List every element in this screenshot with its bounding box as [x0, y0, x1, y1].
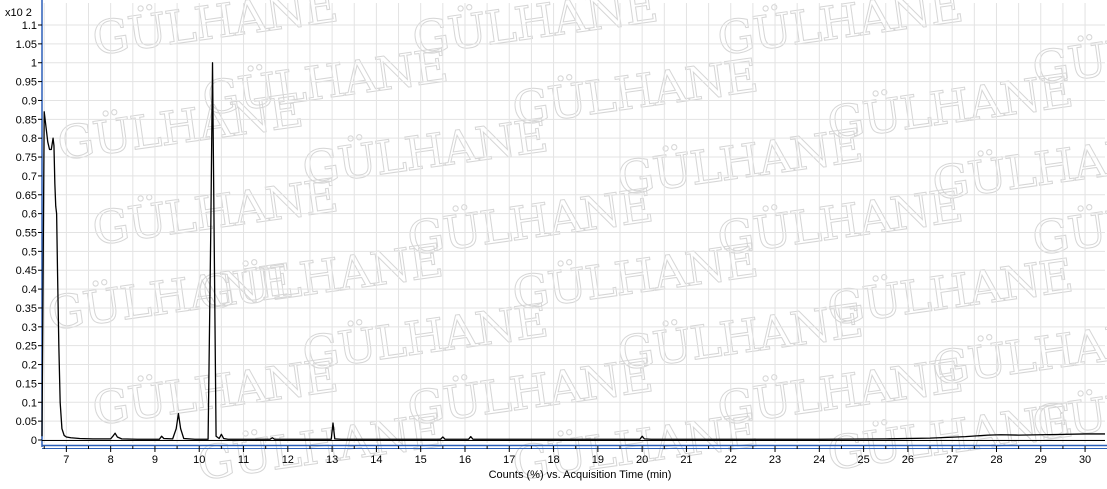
watermark-text: GÜLHANE — [1024, 0, 1107, 11]
x-tick-label: 22 — [725, 454, 737, 466]
series-layer — [41, 62, 1105, 440]
y-tick-label: 0.7 — [22, 171, 37, 183]
x-tick-label: 15 — [415, 454, 427, 466]
y-tick-label: 0.3 — [22, 322, 37, 334]
y-tick-label: 0.5 — [22, 246, 37, 258]
y-tick-label: 0.45 — [16, 265, 37, 277]
x-tick-label: 25 — [857, 454, 869, 466]
y-multiplier-label: x10 2 — [5, 7, 32, 19]
x-axis-title: Counts (%) vs. Acquisition Time (min) — [489, 469, 672, 481]
x-tick-label: 23 — [769, 454, 781, 466]
x-tick-label: 17 — [503, 454, 515, 466]
y-tick-label: 0.05 — [16, 416, 37, 428]
x-tick-label: 19 — [592, 454, 604, 466]
x-tick-label: 24 — [813, 454, 825, 466]
y-tick-label: 0.75 — [16, 152, 37, 164]
x-axis: 7 8 9 10 11 12 13 14 15 16 17 18 19 20 21 22 23 24 25 26 27 2… — [43, 446, 1091, 466]
x-tick-label: 13 — [326, 454, 338, 466]
y-tick-label: 1.1 — [22, 20, 37, 32]
y-tick-label: 0.9 — [22, 95, 37, 107]
x-tick-label: 16 — [459, 454, 471, 466]
series-line — [41, 62, 1105, 440]
y-tick-label: 0.2 — [22, 360, 37, 372]
y-tick-label: 0.8 — [22, 133, 37, 145]
x-tick-label: 28 — [990, 454, 1002, 466]
x-tick-label: 30 — [1079, 454, 1091, 466]
y-tick-label: 0.65 — [16, 190, 37, 202]
grid-layer — [42, 3, 1105, 443]
y-axis: 0 0.05 0.1 0.15 0.2 0.25 0.3 0.35 0.4 0.45 0.5 0.55… — [16, 20, 42, 447]
y-tick-label: 0.95 — [16, 77, 37, 89]
y-tick-label: 1 — [31, 58, 37, 70]
x-tick-label: 8 — [108, 454, 114, 466]
x-tick-label: 26 — [902, 454, 914, 466]
y-tick-label: 0.6 — [22, 209, 37, 221]
y-tick-label: 0.55 — [16, 228, 37, 240]
x-tick-label: 29 — [1035, 454, 1047, 466]
y-tick-label: 0.1 — [22, 397, 37, 409]
x-tick-label: 10 — [193, 454, 205, 466]
x-tick-label: 9 — [152, 454, 158, 466]
y-tick-label: 0 — [31, 435, 37, 447]
x-tick-label: 7 — [63, 454, 69, 466]
y-tick-label: 0.25 — [16, 341, 37, 353]
y-tick-label: 1.05 — [16, 39, 37, 51]
y-tick-label: 0.4 — [22, 284, 37, 296]
x-tick-label: 11 — [238, 454, 249, 466]
x-tick-label: 21 — [680, 454, 692, 466]
x-tick-label: 18 — [547, 454, 559, 466]
x-tick-label: 12 — [282, 454, 294, 466]
x-tick-label: 14 — [370, 454, 382, 466]
x-tick-label: 27 — [946, 454, 958, 466]
x-tick-label: 20 — [636, 454, 648, 466]
y-tick-label: 0.35 — [16, 303, 37, 315]
y-tick-label: 0.85 — [16, 114, 37, 126]
y-tick-label: 0.15 — [16, 378, 37, 390]
